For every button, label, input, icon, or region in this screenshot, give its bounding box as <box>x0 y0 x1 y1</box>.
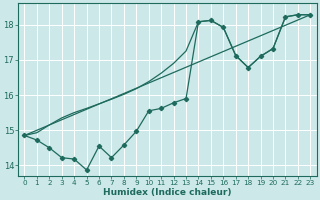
X-axis label: Humidex (Indice chaleur): Humidex (Indice chaleur) <box>103 188 232 197</box>
